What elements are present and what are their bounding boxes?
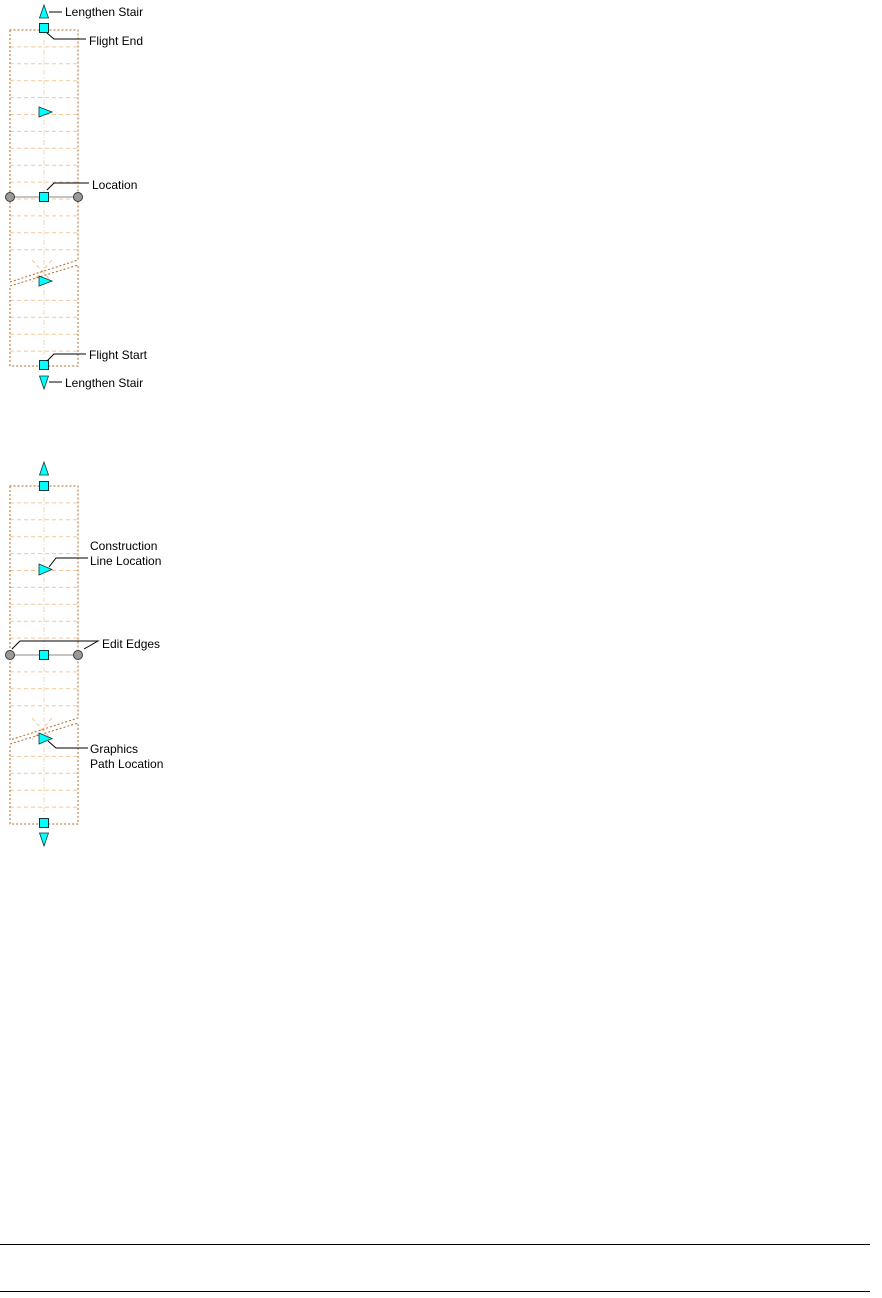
lengthen-stair-grip-bottom[interactable] — [38, 832, 50, 848]
label-lengthen-stair-bottom: Lengthen Stair — [65, 376, 143, 390]
break-line — [31, 259, 53, 283]
graphics-path-grip[interactable] — [38, 732, 54, 745]
label-flight-end: Flight End — [89, 34, 143, 48]
flight-start-grip[interactable] — [39, 360, 49, 370]
label-flight-start: Flight Start — [89, 348, 148, 362]
label-location: Location — [92, 178, 137, 192]
label-construction-line-2: Line Location — [90, 554, 161, 568]
construction-line-grip[interactable] — [38, 563, 54, 576]
label-graphics-path-1: Graphics — [90, 742, 138, 756]
edge-grip-left[interactable] — [5, 192, 15, 202]
location-grip[interactable] — [39, 650, 49, 660]
leader-line — [48, 557, 88, 568]
footer-divider — [0, 1244, 870, 1245]
lengthen-stair-grip-top[interactable] — [38, 460, 50, 476]
label-lengthen-stair-top: Lengthen Stair — [65, 5, 143, 19]
stair-treads — [10, 502, 78, 808]
stair-outline-lower — [9, 722, 79, 825]
construction-line-grip[interactable] — [38, 106, 54, 118]
leader-line — [46, 32, 86, 40]
location-grip[interactable] — [39, 192, 49, 202]
break-line — [31, 717, 53, 741]
graphics-path-grip[interactable] — [38, 275, 54, 287]
stair-outline-lower — [9, 264, 79, 367]
leader-line — [11, 640, 100, 650]
flight-end-grip[interactable] — [39, 23, 49, 33]
stair-diagram-edge-grips: Construction Line Location Edit Edges Gr… — [5, 460, 163, 848]
flight-start-grip[interactable] — [39, 818, 49, 828]
page-bottom-divider — [0, 1291, 870, 1292]
leader-line — [47, 740, 88, 749]
label-graphics-path-2: Path Location — [90, 757, 163, 771]
lengthen-stair-grip-bottom[interactable] — [38, 375, 50, 391]
stair-treads — [10, 46, 78, 352]
leader-line — [46, 353, 86, 362]
lengthen-stair-grip-top[interactable] — [38, 3, 50, 19]
label-construction-line-1: Construction — [90, 539, 157, 553]
edge-grip-left[interactable] — [5, 650, 15, 660]
label-edit-edges: Edit Edges — [102, 637, 160, 651]
flight-end-grip[interactable] — [39, 481, 49, 491]
edge-grip-right[interactable] — [73, 650, 83, 660]
edge-grip-right[interactable] — [73, 192, 83, 202]
leader-line — [46, 182, 89, 191]
stair-diagram-flight-grips: Lengthen Stair Flight End Location Fligh… — [5, 3, 148, 391]
